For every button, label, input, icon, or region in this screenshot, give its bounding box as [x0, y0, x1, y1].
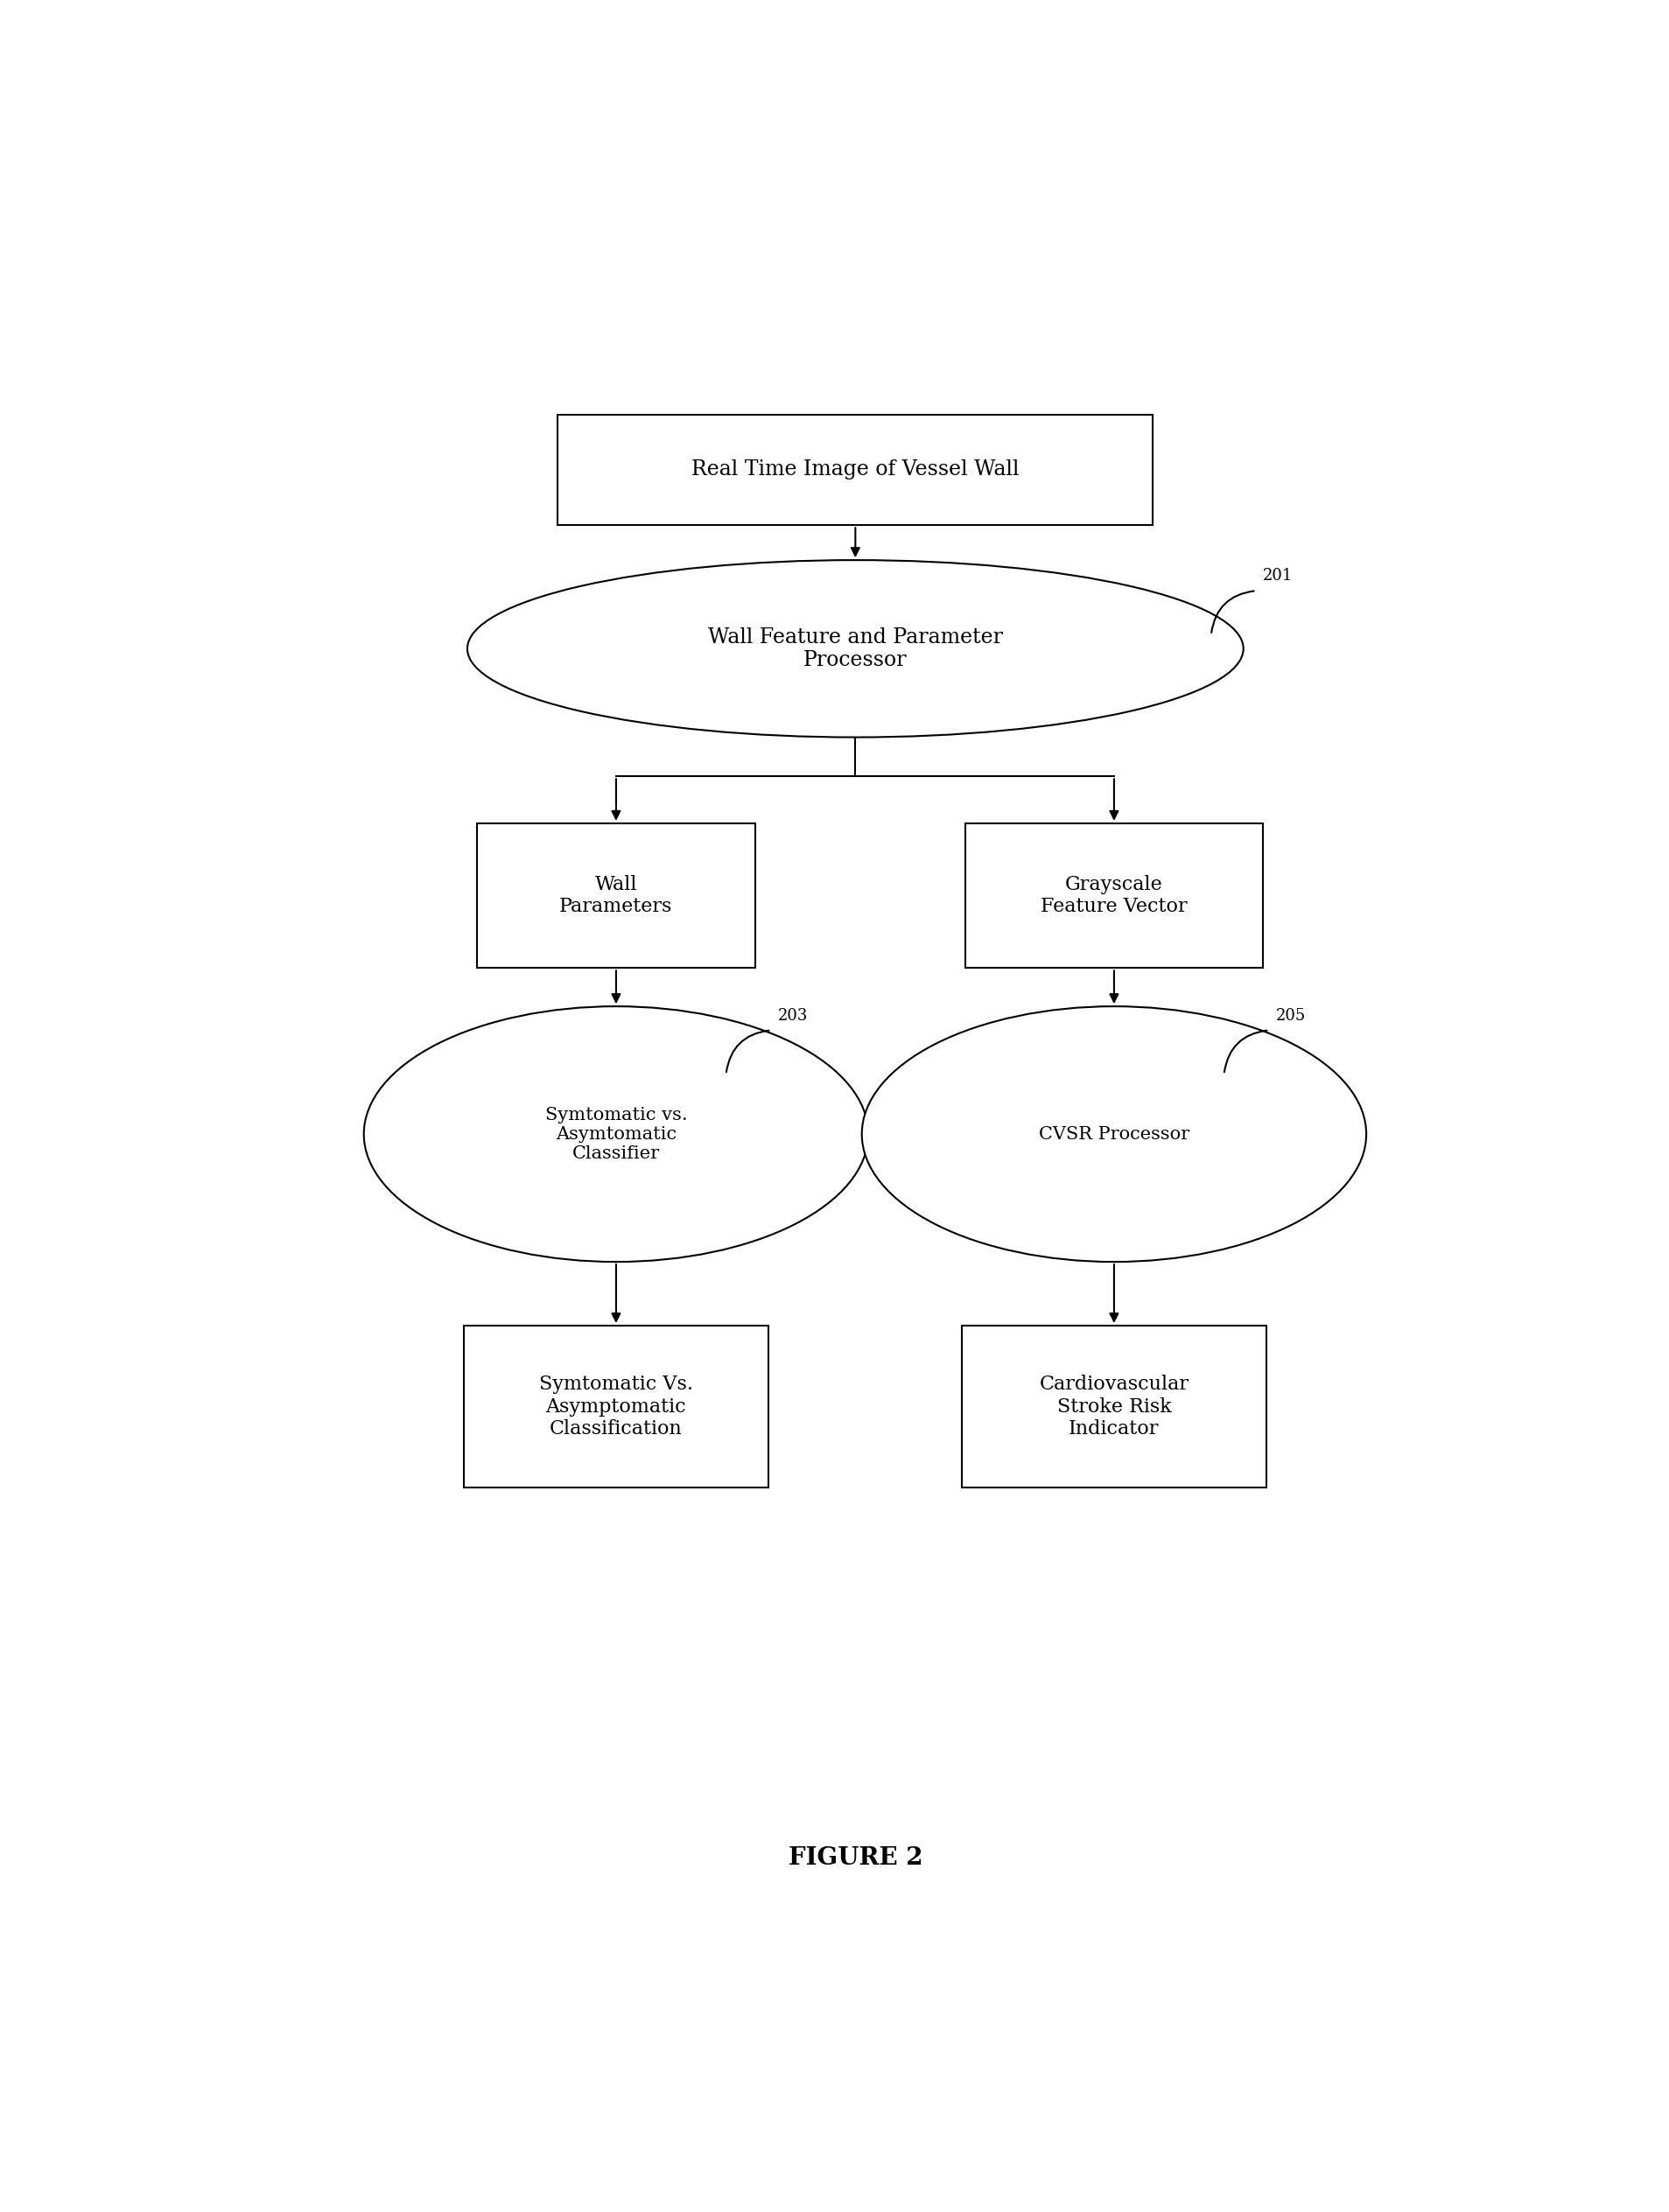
- Ellipse shape: [467, 560, 1243, 737]
- Text: CVSR Processor: CVSR Processor: [1038, 1126, 1190, 1141]
- FancyBboxPatch shape: [557, 414, 1153, 524]
- Text: Cardiovascular
Stroke Risk
Indicator: Cardiovascular Stroke Risk Indicator: [1040, 1376, 1188, 1438]
- Text: Real Time Image of Vessel Wall: Real Time Image of Vessel Wall: [691, 460, 1020, 480]
- FancyBboxPatch shape: [477, 823, 754, 969]
- Text: Wall
Parameters: Wall Parameters: [559, 876, 673, 916]
- Ellipse shape: [861, 1006, 1367, 1261]
- Text: 201: 201: [1263, 568, 1293, 584]
- Text: FIGURE 2: FIGURE 2: [788, 1847, 923, 1869]
- Ellipse shape: [364, 1006, 868, 1261]
- Text: Symtomatic vs.
Asymtomatic
Classifier: Symtomatic vs. Asymtomatic Classifier: [544, 1106, 688, 1161]
- FancyBboxPatch shape: [961, 1325, 1267, 1486]
- Text: 203: 203: [778, 1009, 808, 1024]
- Text: 205: 205: [1275, 1009, 1305, 1024]
- Text: Grayscale
Feature Vector: Grayscale Feature Vector: [1041, 876, 1187, 916]
- FancyBboxPatch shape: [464, 1325, 768, 1486]
- FancyBboxPatch shape: [965, 823, 1263, 969]
- Text: Symtomatic Vs.
Asymptomatic
Classification: Symtomatic Vs. Asymptomatic Classificati…: [539, 1376, 693, 1438]
- Text: Wall Feature and Parameter
Processor: Wall Feature and Parameter Processor: [708, 626, 1003, 670]
